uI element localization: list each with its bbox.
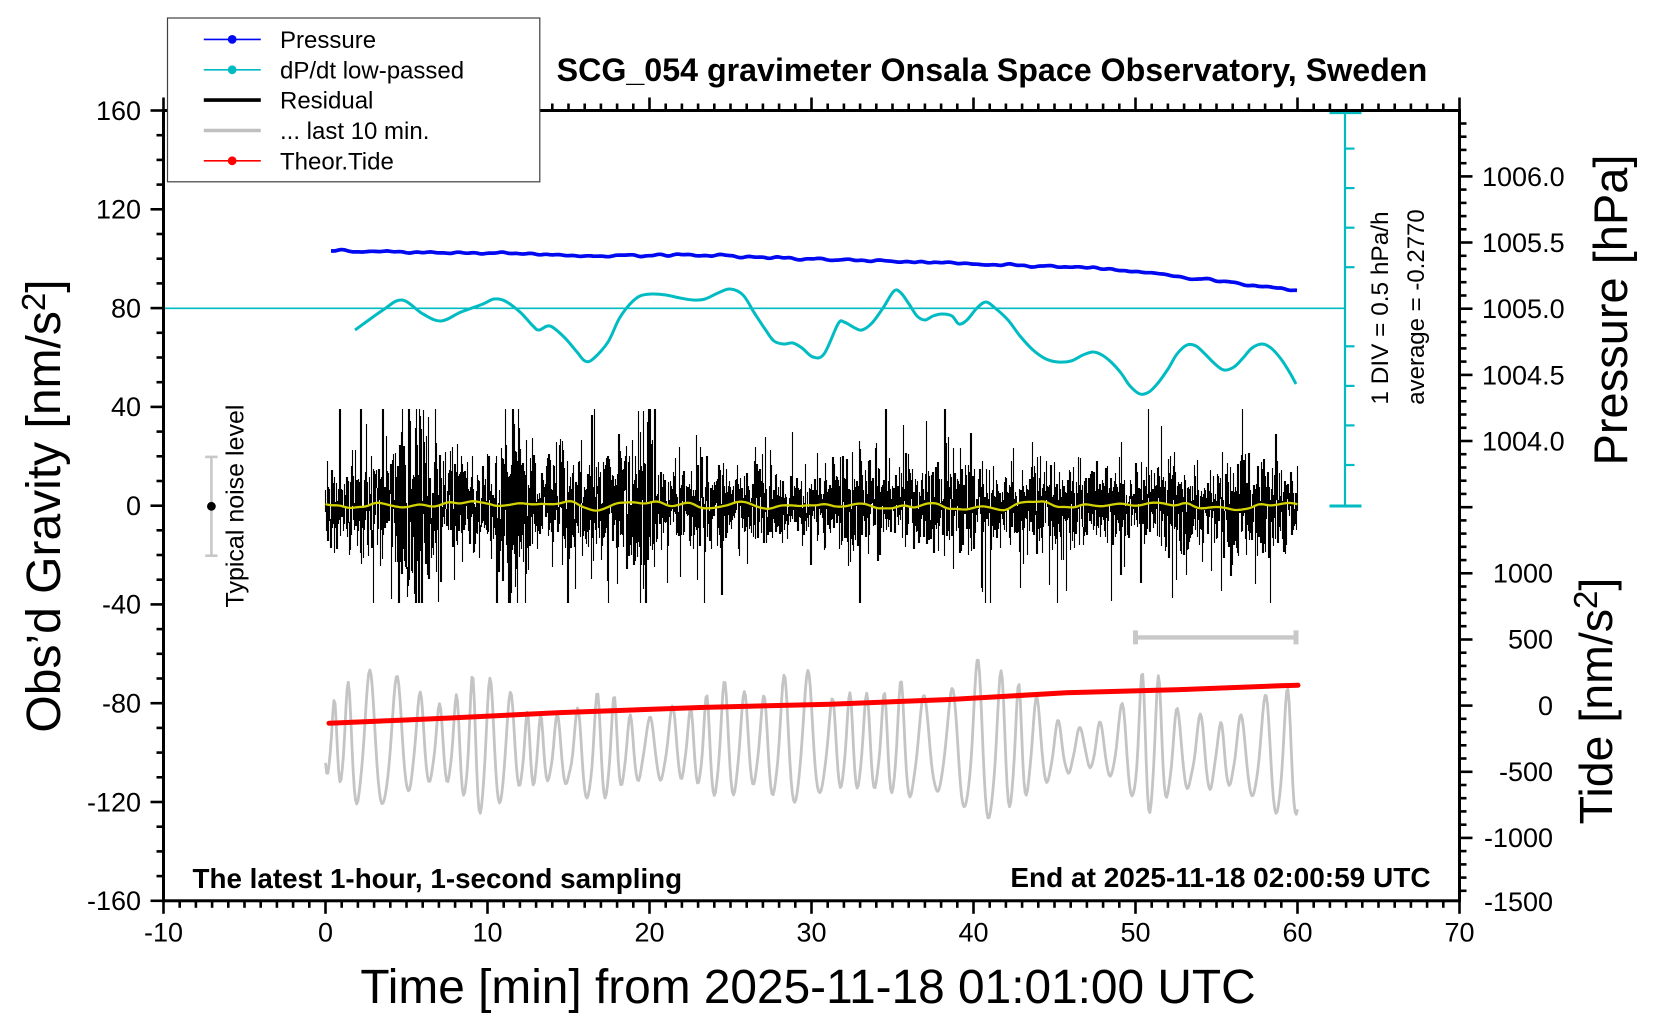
- svg-text:Pressure: Pressure: [280, 27, 376, 54]
- svg-text:1000: 1000: [1493, 559, 1553, 589]
- svg-text:-160: -160: [87, 886, 141, 916]
- svg-text:dP/dt low-passed: dP/dt low-passed: [280, 57, 464, 84]
- svg-text:20: 20: [634, 918, 664, 948]
- svg-text:Theor.Tide: Theor.Tide: [280, 148, 394, 175]
- svg-text:SCG_054 gravimeter Onsala Spac: SCG_054 gravimeter Onsala Space Observat…: [557, 52, 1428, 88]
- svg-text:160: 160: [96, 96, 141, 126]
- svg-text:40: 40: [111, 392, 141, 422]
- svg-text:-10: -10: [144, 918, 183, 948]
- svg-text:0: 0: [126, 491, 141, 521]
- svg-text:Typical noise level: Typical noise level: [222, 405, 250, 608]
- svg-text:-1500: -1500: [1484, 887, 1553, 917]
- svg-text:1004.0: 1004.0: [1482, 427, 1565, 457]
- svg-text:-120: -120: [87, 787, 141, 817]
- svg-text:-1000: -1000: [1484, 823, 1553, 853]
- svg-text:1 DIV = 0.5 hPa/h: 1 DIV = 0.5 hPa/h: [1367, 211, 1394, 404]
- svg-text:120: 120: [96, 195, 141, 225]
- svg-text:-80: -80: [102, 689, 141, 719]
- svg-text:Time [min] from 2025-11-18 01:: Time [min] from 2025-11-18 01:01:00 UTC: [360, 961, 1255, 1014]
- svg-text:1005.0: 1005.0: [1482, 294, 1565, 324]
- svg-text:50: 50: [1120, 918, 1150, 948]
- svg-text:1005.5: 1005.5: [1482, 228, 1565, 258]
- svg-text:70: 70: [1444, 918, 1474, 948]
- svg-text:30: 30: [796, 918, 826, 948]
- svg-text:80: 80: [111, 293, 141, 323]
- svg-text:10: 10: [472, 918, 502, 948]
- svg-text:60: 60: [1282, 918, 1312, 948]
- svg-text:End at 2025-11-18 02:00:59 UTC: End at 2025-11-18 02:00:59 UTC: [1010, 862, 1430, 893]
- svg-text:... last 10 min.: ... last 10 min.: [280, 118, 429, 145]
- svg-text:-500: -500: [1499, 757, 1553, 787]
- svg-text:0: 0: [318, 918, 333, 948]
- svg-text:500: 500: [1508, 625, 1553, 655]
- svg-text:average = -0.2770: average = -0.2770: [1403, 209, 1430, 404]
- svg-text:Residual: Residual: [280, 88, 373, 115]
- svg-text:-40: -40: [102, 590, 141, 620]
- svg-text:1004.5: 1004.5: [1482, 360, 1565, 390]
- svg-text:Tide [nm/s2]: Tide [nm/s2]: [1567, 578, 1622, 825]
- svg-text:Pressure [hPa]: Pressure [hPa]: [1584, 155, 1637, 466]
- svg-text:0: 0: [1538, 691, 1553, 721]
- svg-text:The latest 1-hour, 1-second sa: The latest 1-hour, 1-second sampling: [193, 863, 683, 894]
- svg-text:Obs’d Gravity [nm/s2]: Obs’d Gravity [nm/s2]: [15, 279, 71, 732]
- svg-text:1006.0: 1006.0: [1482, 162, 1565, 192]
- svg-text:40: 40: [958, 918, 988, 948]
